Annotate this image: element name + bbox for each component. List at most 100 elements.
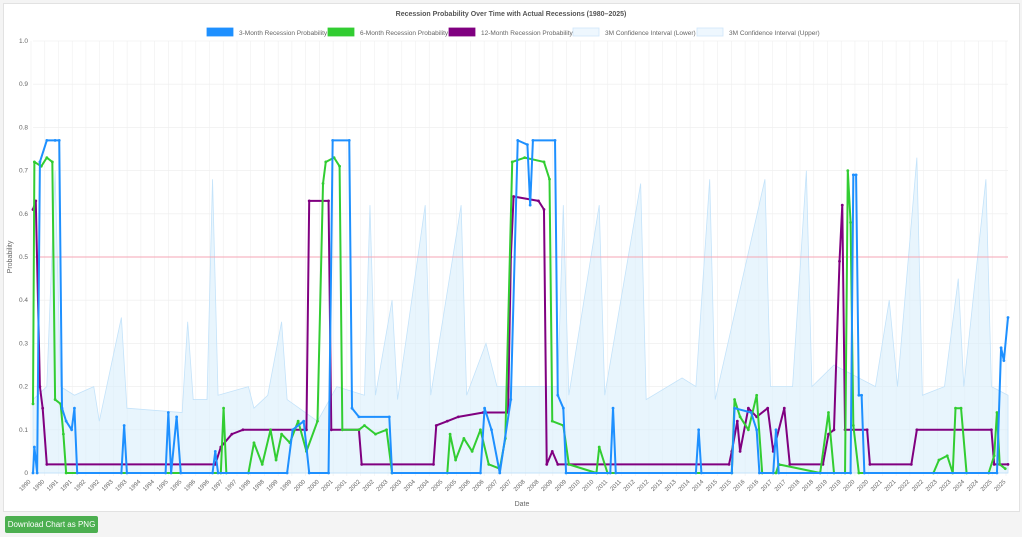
x-tick-label: 1991	[60, 479, 74, 493]
data-point-3m	[1002, 359, 1006, 363]
data-point-12m	[329, 428, 333, 432]
y-tick-label: 0.9	[19, 81, 28, 88]
x-tick-label: 1995	[170, 479, 184, 493]
x-tick-label: 2021	[870, 479, 884, 493]
x-tick-label: 2010	[582, 479, 596, 493]
data-point-3m	[611, 406, 615, 410]
data-point-3m	[528, 203, 532, 207]
y-tick-label: 0.8	[19, 124, 28, 131]
data-point-3m	[479, 471, 482, 475]
y-tick-label: 0.6	[19, 211, 28, 218]
data-point-6m	[470, 450, 474, 453]
legend-swatch	[696, 27, 724, 37]
data-point-6m	[733, 398, 736, 401]
x-tick-label: 2002	[348, 479, 362, 493]
data-point-6m	[487, 462, 491, 466]
data-point-3m	[213, 450, 217, 453]
data-point-12m	[990, 428, 993, 432]
data-point-12m	[827, 432, 830, 436]
data-point-6m	[321, 182, 325, 185]
data-point-3m	[211, 471, 214, 475]
data-point-6m	[548, 177, 551, 181]
data-point-3m	[122, 424, 126, 427]
x-tick-label: 2008	[527, 479, 541, 493]
x-tick-label: 2019	[829, 479, 843, 493]
data-point-6m	[479, 428, 482, 432]
data-point-3m	[1006, 316, 1010, 319]
data-point-12m	[838, 259, 841, 263]
x-tick-label: 2024	[966, 479, 980, 493]
data-point-3m	[854, 173, 858, 177]
x-tick-label: 2005	[431, 479, 445, 493]
y-tick-label: 0.3	[19, 340, 28, 347]
data-point-3m	[35, 471, 39, 475]
x-tick-label: 2007	[499, 479, 513, 493]
data-point-3m	[774, 428, 778, 432]
data-point-12m	[432, 462, 435, 466]
data-point-3m	[125, 471, 129, 475]
x-tick-label: 1990	[19, 479, 33, 493]
x-tick-label: 2023	[925, 479, 939, 493]
data-point-6m	[324, 160, 328, 164]
data-point-6m	[992, 454, 996, 458]
data-point-12m	[735, 419, 739, 423]
data-point-12m	[727, 462, 731, 466]
x-tick-label: 2005	[444, 479, 458, 493]
data-point-3m	[387, 415, 391, 419]
legend-label: 12-Month Recession Probability	[481, 30, 574, 37]
y-tick-label: 0.2	[19, 384, 28, 391]
data-point-3m	[694, 471, 698, 475]
x-tick-label: 2021	[884, 479, 898, 493]
data-point-6m	[316, 419, 319, 423]
data-point-3m	[57, 138, 61, 142]
data-point-3m	[327, 471, 330, 475]
download-chart-button[interactable]: Download Chart as PNG	[5, 516, 98, 533]
data-point-3m	[166, 411, 170, 414]
x-tick-label: 2018	[788, 479, 802, 493]
x-tick-label: 2002	[362, 479, 376, 493]
x-tick-label: 1999	[266, 479, 280, 493]
legend-swatch	[448, 27, 476, 37]
data-point-6m	[338, 164, 341, 168]
data-point-3m	[357, 415, 361, 419]
data-point-3m	[483, 406, 486, 410]
data-point-12m	[542, 208, 546, 211]
data-point-6m	[462, 437, 466, 440]
confidence-band-upper	[32, 157, 1009, 474]
x-tick-label: 2010	[568, 479, 582, 493]
data-point-3m	[857, 393, 861, 397]
x-tick-label: 2001	[321, 479, 335, 493]
y-tick-label: 1.0	[19, 38, 28, 45]
data-point-12m	[788, 462, 792, 466]
data-point-6m	[274, 458, 278, 462]
data-point-3m	[350, 406, 354, 410]
data-point-3m	[38, 160, 42, 164]
data-point-12m	[545, 462, 549, 466]
data-point-6m	[50, 160, 54, 164]
y-tick-label: 0.5	[19, 254, 28, 261]
data-point-3m	[45, 138, 49, 142]
data-point-3m	[758, 471, 761, 475]
data-point-12m	[840, 203, 844, 207]
data-point-6m	[846, 169, 850, 173]
legend-label: 6-Month Recession Probability	[360, 30, 449, 37]
x-tick-label: 1992	[87, 479, 101, 493]
x-tick-label: 2019	[815, 479, 829, 493]
y-tick-label: 0	[24, 470, 28, 477]
data-point-6m	[31, 402, 35, 406]
x-tick-label: 1991	[46, 479, 60, 493]
legend-label: 3-Month Recession Probability	[239, 30, 328, 37]
data-point-12m	[550, 450, 554, 453]
x-tick-label: 2014	[692, 479, 706, 493]
chart-title: Recession Probability Over Time with Act…	[396, 11, 627, 18]
x-tick-label: 1994	[142, 479, 156, 493]
data-point-6m	[945, 454, 949, 458]
x-tick-label: 2023	[939, 479, 953, 493]
x-tick-label: 1996	[197, 479, 211, 493]
x-tick-label: 1994	[129, 479, 143, 493]
data-point-3m	[169, 471, 173, 475]
x-tick-label: 2025	[980, 479, 994, 493]
x-tick-label: 2001	[335, 479, 349, 493]
x-tick-label: 2009	[554, 479, 568, 493]
data-point-3m	[60, 406, 64, 410]
